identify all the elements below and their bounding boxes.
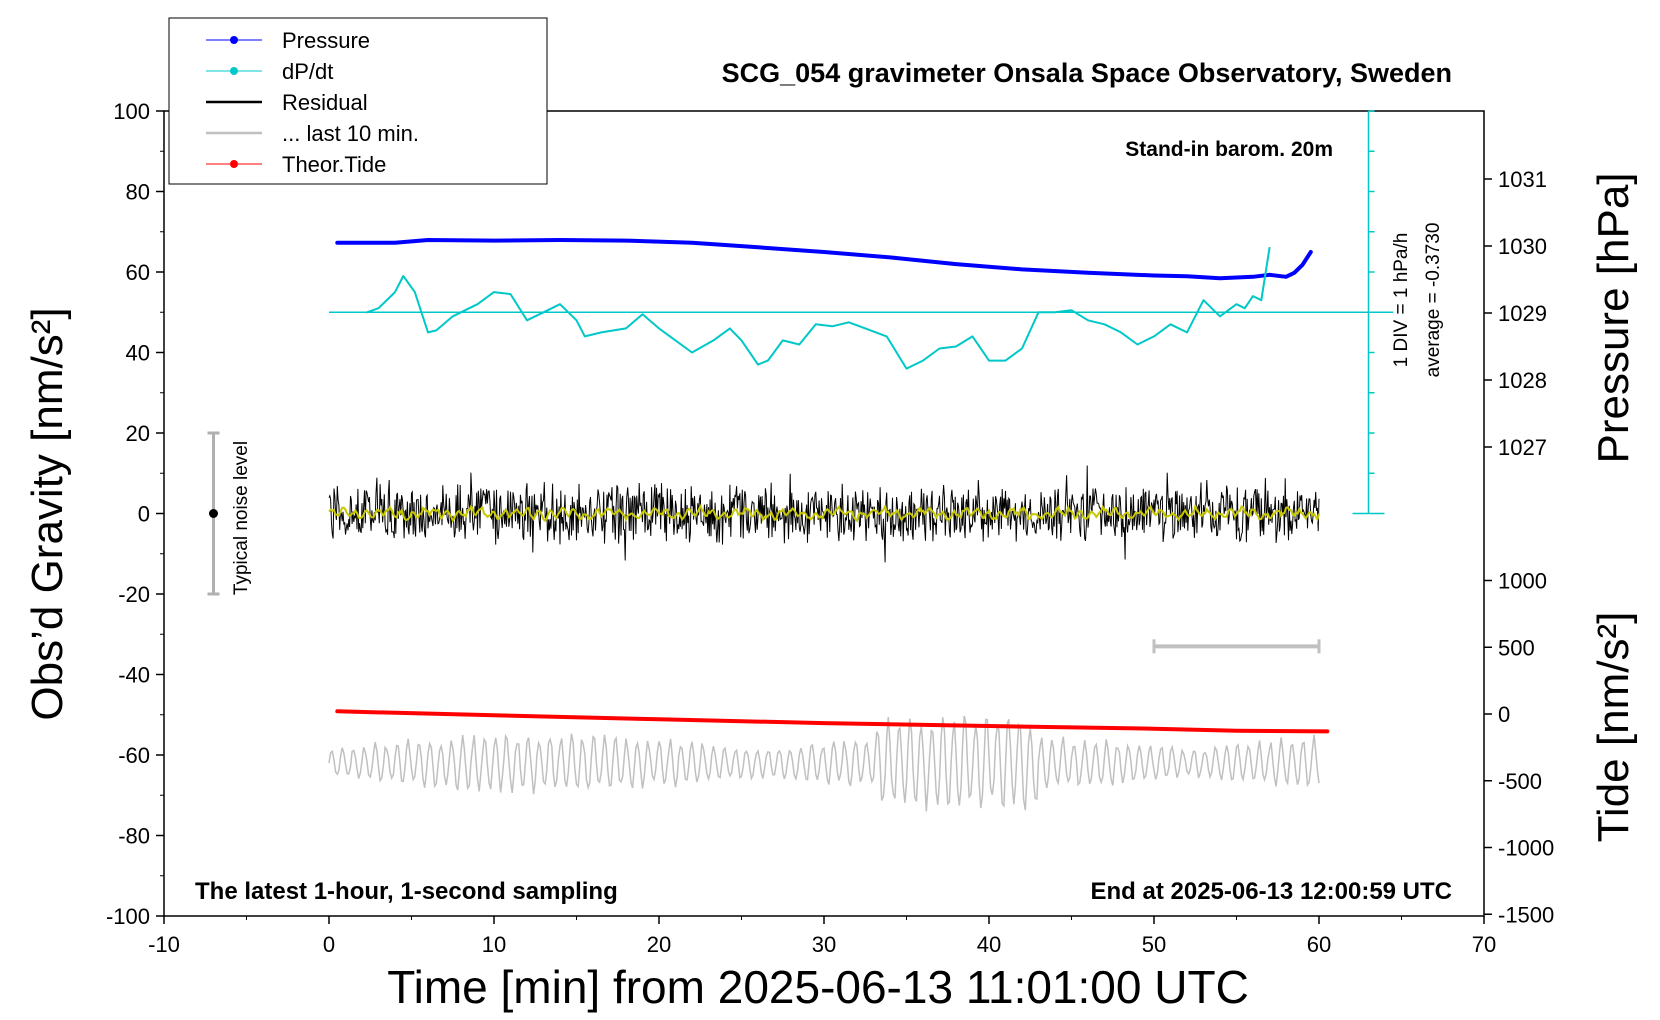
legend-label: Residual xyxy=(282,90,368,115)
legend-swatch-marker xyxy=(230,36,238,44)
x-tick-label: 40 xyxy=(977,932,1001,957)
legend-label: dP/dt xyxy=(282,59,333,84)
x-tick-label: 70 xyxy=(1472,932,1496,957)
noise-label: Typical noise level xyxy=(231,441,252,595)
y-tick-label: -40 xyxy=(118,663,150,688)
pressure-tick-label: 1031 xyxy=(1498,167,1547,192)
legend-label: ... last 10 min. xyxy=(282,121,419,146)
plot-area xyxy=(207,110,1394,812)
residual-smoothed-line xyxy=(328,503,1320,523)
legend-label: Theor.Tide xyxy=(282,152,386,177)
tide-tick-label: -1000 xyxy=(1498,836,1554,861)
sampling-note: The latest 1-hour, 1-second sampling xyxy=(195,878,618,905)
tide-tick-label: 1000 xyxy=(1498,569,1547,594)
y-axis-title: Obs’d Gravity [nm/s²] xyxy=(23,307,72,720)
last10-line xyxy=(328,715,1320,812)
x-axis: -10 0 10 20 30 40 50 60 70 xyxy=(148,916,1496,957)
tide-axis-title: Tide [nm/s²] xyxy=(1589,612,1638,843)
legend-label: Pressure xyxy=(282,28,370,53)
x-tick-label: -10 xyxy=(148,932,180,957)
pressure-tick-label: 1027 xyxy=(1498,435,1547,460)
x-tick-label: 0 xyxy=(323,932,335,957)
tide-tick-label: 0 xyxy=(1498,702,1510,727)
y-tick-label: 80 xyxy=(126,180,150,205)
y-tick-label: -80 xyxy=(118,824,150,849)
pressure-axis: 1031 1030 1029 1028 1027 xyxy=(1484,167,1547,460)
pressure-tick-label: 1029 xyxy=(1498,301,1547,326)
pressure-axis-title: Pressure [hPa] xyxy=(1589,172,1638,463)
barometer-note: Stand-in barom. 20m xyxy=(1125,138,1333,161)
y-tick-label: 0 xyxy=(138,502,150,527)
y-tick-label: 60 xyxy=(126,260,150,285)
chart-title: SCG_054 gravimeter Onsala Space Observat… xyxy=(722,58,1452,88)
y-tick-label: 20 xyxy=(126,421,150,446)
noise-center-dot xyxy=(209,509,218,518)
tide-tick-label: -1500 xyxy=(1498,902,1554,927)
x-axis-title: Time [min] from 2025-06-13 11:01:00 UTC xyxy=(387,961,1249,1013)
y-tick-label: -60 xyxy=(118,743,150,768)
legend-swatch-marker xyxy=(230,67,238,75)
residual-line xyxy=(328,465,1320,563)
y-tick-label: -20 xyxy=(118,582,150,607)
tide-axis: 1000 500 0 -500 -1000 -1500 xyxy=(1484,569,1554,927)
legend-swatch-marker xyxy=(230,160,238,168)
legend: Pressure dP/dt Residual ... last 10 min. The… xyxy=(168,17,548,185)
dpdt-scale-label: 1 DIV = 1 hPa/h xyxy=(1391,233,1412,368)
tide-tick-label: 500 xyxy=(1498,635,1535,660)
x-tick-label: 60 xyxy=(1307,932,1331,957)
end-time-note: End at 2025-06-13 12:00:59 UTC xyxy=(1091,878,1453,905)
y-tick-label: 40 xyxy=(126,341,150,366)
pressure-tick-label: 1028 xyxy=(1498,368,1547,393)
y-tick-label: -100 xyxy=(106,904,150,929)
series-dp-dt-line xyxy=(365,246,1271,370)
dpdt-average-label: average = -0.3730 xyxy=(1423,223,1444,378)
x-tick-label: 30 xyxy=(812,932,836,957)
series-pressure-line xyxy=(335,238,1313,281)
x-tick-label: 10 xyxy=(482,932,506,957)
x-tick-label: 50 xyxy=(1142,932,1166,957)
x-tick-label: 20 xyxy=(647,932,671,957)
tide-tick-label: -500 xyxy=(1498,769,1542,794)
series-theor-tide-line xyxy=(335,709,1330,734)
pressure-tick-label: 1030 xyxy=(1498,234,1547,259)
y-tick-label: 100 xyxy=(113,99,150,124)
left-axis: 100 80 60 40 20 0 -20 -40 -60 -80 -100 xyxy=(106,99,164,929)
